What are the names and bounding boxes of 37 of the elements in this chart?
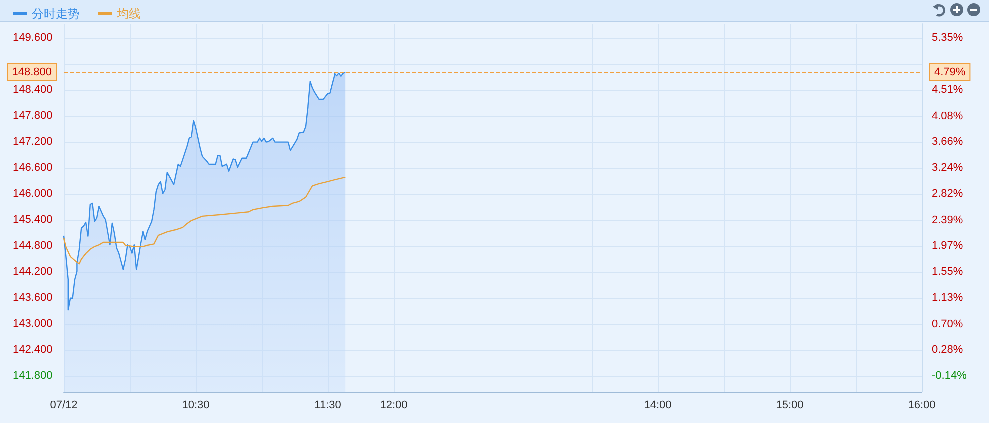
y2-tick-label: 1.97% xyxy=(932,240,964,252)
y-tick-label: 144.800 xyxy=(13,240,53,252)
x-tick-label: 14:00 xyxy=(644,400,672,412)
y2-tick-label: 5.35% xyxy=(932,32,964,44)
y2-tick-label: 1.55% xyxy=(932,266,964,278)
y2-tick-label: 3.66% xyxy=(932,136,964,148)
x-tick-label: 11:30 xyxy=(314,400,342,412)
x-tick-label: 10:30 xyxy=(182,400,210,412)
y2-tick-label: 3.24% xyxy=(932,162,964,174)
y-tick-label: 147.800 xyxy=(13,110,53,122)
y-tick-label: 141.800 xyxy=(13,370,53,382)
y-tick-label: 147.200 xyxy=(13,136,53,148)
y-tick-label: 142.400 xyxy=(13,344,53,356)
x-tick-label: 15:00 xyxy=(776,400,804,412)
y2-tick-label: -0.14% xyxy=(932,370,968,382)
y-tick-label: 144.200 xyxy=(13,266,53,278)
x-tick-label: 07/12 xyxy=(50,400,78,412)
legend-label: 均线 xyxy=(116,7,141,21)
y-tick-label: 146.000 xyxy=(13,188,53,200)
y2-tick-label: 4.08% xyxy=(932,110,964,122)
y2-tick-label: 1.13% xyxy=(932,292,964,304)
text: 4.79% xyxy=(934,66,966,79)
x-tick-label: 16:00 xyxy=(908,400,936,412)
y2-tick-label: 0.28% xyxy=(932,344,964,356)
y2-tick-label: 2.39% xyxy=(932,214,964,226)
y2-tick-label: 2.82% xyxy=(932,188,964,200)
y-tick-label: 149.600 xyxy=(13,32,53,44)
y2-tick-label: 4.51% xyxy=(932,84,964,96)
x-tick-label: 12:00 xyxy=(380,400,408,412)
y-tick-label: 146.600 xyxy=(13,162,53,174)
ref-line-label: 148.800 xyxy=(12,66,52,79)
y-tick-label: 143.600 xyxy=(13,292,53,304)
y2-tick-label: 0.70% xyxy=(932,318,964,330)
y-tick-label: 148.400 xyxy=(13,84,53,96)
legend-label: 分时走势 xyxy=(32,7,80,21)
y-tick-label: 145.400 xyxy=(13,214,53,226)
y-tick-label: 143.000 xyxy=(13,318,53,330)
